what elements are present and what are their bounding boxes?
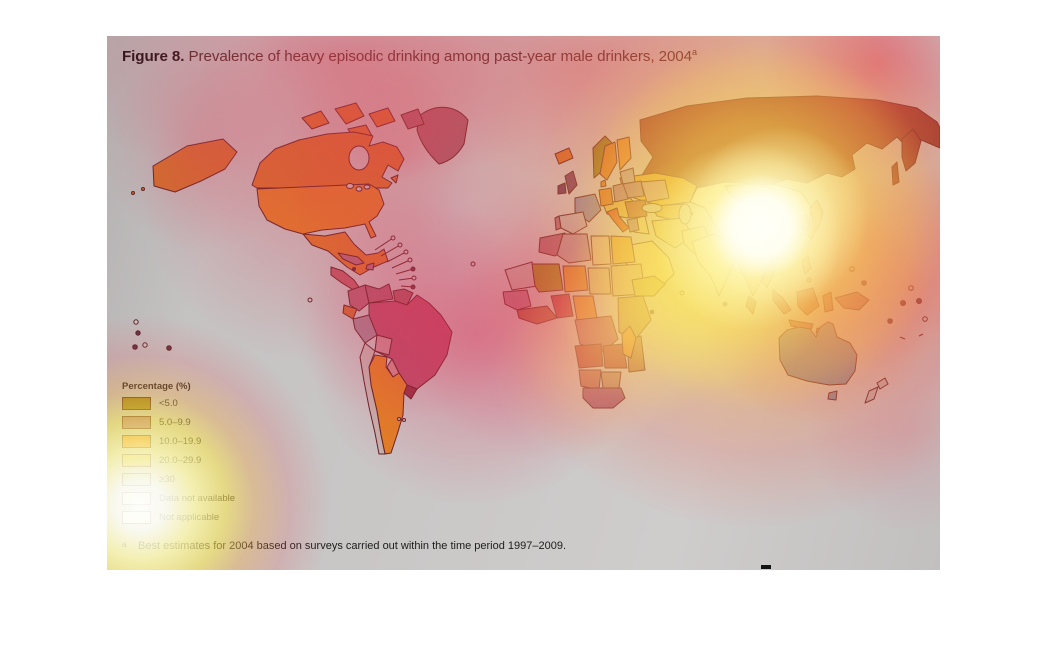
region-namibia (578, 369, 602, 391)
legend-item: 20.0–29.9 (122, 454, 235, 467)
legend-item: Not applicable (122, 511, 235, 524)
legend-item: <5.0 (122, 397, 235, 410)
legend-label: ≥30 (159, 474, 175, 485)
hudson-bay (348, 145, 370, 171)
region-venezuela (364, 283, 394, 304)
region-arctic-island-2 (334, 102, 365, 125)
legend-label: 10.0–19.9 (159, 436, 202, 447)
figure-panel: Figure 8. Prevalence of heavy episodic d… (107, 36, 940, 570)
region-south-africa (582, 387, 626, 409)
region-philippines (801, 255, 812, 275)
region-alaska (152, 138, 238, 193)
legend-item: Data not available (122, 492, 235, 505)
region-newfoundland (390, 174, 399, 184)
legend-title: Percentage (%) (122, 381, 191, 392)
region-egypt (610, 235, 636, 265)
region-malay-peninsula (745, 295, 757, 315)
region-spain (558, 211, 588, 235)
region-philippines-island (806, 277, 812, 283)
legend-swatch (122, 511, 151, 524)
footnote-text: Best estimates for 2004 based on surveys… (138, 540, 567, 552)
region-libya (590, 235, 612, 266)
region-ireland (557, 182, 567, 195)
region-australia (778, 321, 858, 386)
region-west-africa-coast (516, 305, 558, 325)
legend-swatch (122, 435, 151, 448)
aleutian-island-2 (131, 191, 135, 195)
falkland-island-1 (397, 417, 401, 421)
legend-item: 5.0–9.9 (122, 416, 235, 429)
legend-swatch (122, 454, 151, 467)
great-lake-2 (355, 186, 363, 192)
region-usa (256, 183, 385, 239)
region-botswana (600, 371, 622, 389)
region-senegal-guinea (502, 289, 532, 311)
region-germany (598, 187, 614, 207)
falkland-island-2 (402, 418, 406, 422)
legend-label: 20.0–29.9 (159, 455, 202, 466)
black-sea (641, 203, 663, 213)
region-tasmania (827, 390, 838, 401)
figure-title-text: Prevalence of heavy episodic drinking am… (188, 48, 693, 66)
caspian-sea (678, 203, 692, 225)
aleutian-island-1 (141, 187, 145, 191)
legend-label: Data not available (159, 493, 236, 504)
region-new-zealand-south (864, 386, 879, 404)
figure-title: Figure 8. Prevalence of heavy episodic d… (122, 47, 697, 65)
region-bolivia (374, 334, 393, 356)
footnote-marker: a (122, 540, 127, 549)
region-sumatra (772, 289, 792, 315)
legend-swatch (122, 397, 151, 410)
figure-label: Figure 8. (122, 48, 185, 66)
legend-item: ≥30 (122, 473, 235, 486)
region-mali (531, 263, 564, 293)
region-chad (587, 267, 612, 295)
land-regions (131, 95, 940, 455)
legend-swatch (122, 492, 151, 505)
legend-swatch (122, 416, 151, 429)
figure-title-superscript: a (691, 47, 697, 57)
region-angola (574, 343, 604, 369)
region-new-zealand-north (876, 377, 889, 390)
region-baltics (619, 167, 636, 185)
region-sulawesi (822, 291, 834, 313)
region-greenland (416, 106, 469, 165)
region-algeria (556, 233, 592, 264)
legend-label: Not applicable (159, 512, 220, 523)
region-new-guinea (834, 291, 870, 311)
region-borneo (796, 287, 820, 316)
great-lake-1 (346, 183, 354, 189)
legend-items: <5.0 5.0–9.9 10.0–19.9 20.0–29.9 ≥30 Data not… (122, 397, 235, 524)
region-finland (616, 136, 632, 171)
region-arctic-island-3 (368, 107, 396, 128)
region-cameroon-car (572, 295, 598, 321)
legend-swatch (122, 473, 151, 486)
region-uk (564, 170, 578, 195)
region-iceland (554, 147, 574, 165)
figure-footnote: a Best estimates for 2004 based on survey… (122, 540, 566, 552)
great-lake-3 (363, 184, 371, 190)
region-arctic-island-1 (301, 110, 330, 130)
legend-item: 10.0–19.9 (122, 435, 235, 448)
legend-label: 5.0–9.9 (159, 417, 191, 428)
region-mexico (302, 231, 389, 276)
page-artifact-dash (761, 565, 771, 569)
region-greece (626, 217, 640, 233)
map-legend: Percentage (%) <5.0 5.0–9.9 10.0–19.9 20.0–… (122, 381, 235, 530)
region-jamaica (352, 267, 356, 271)
region-sakhalin (891, 161, 900, 186)
region-canada (251, 131, 405, 189)
legend-label: <5.0 (159, 398, 178, 409)
region-india (691, 233, 738, 297)
region-niger (562, 265, 589, 293)
region-denmark (600, 179, 607, 188)
